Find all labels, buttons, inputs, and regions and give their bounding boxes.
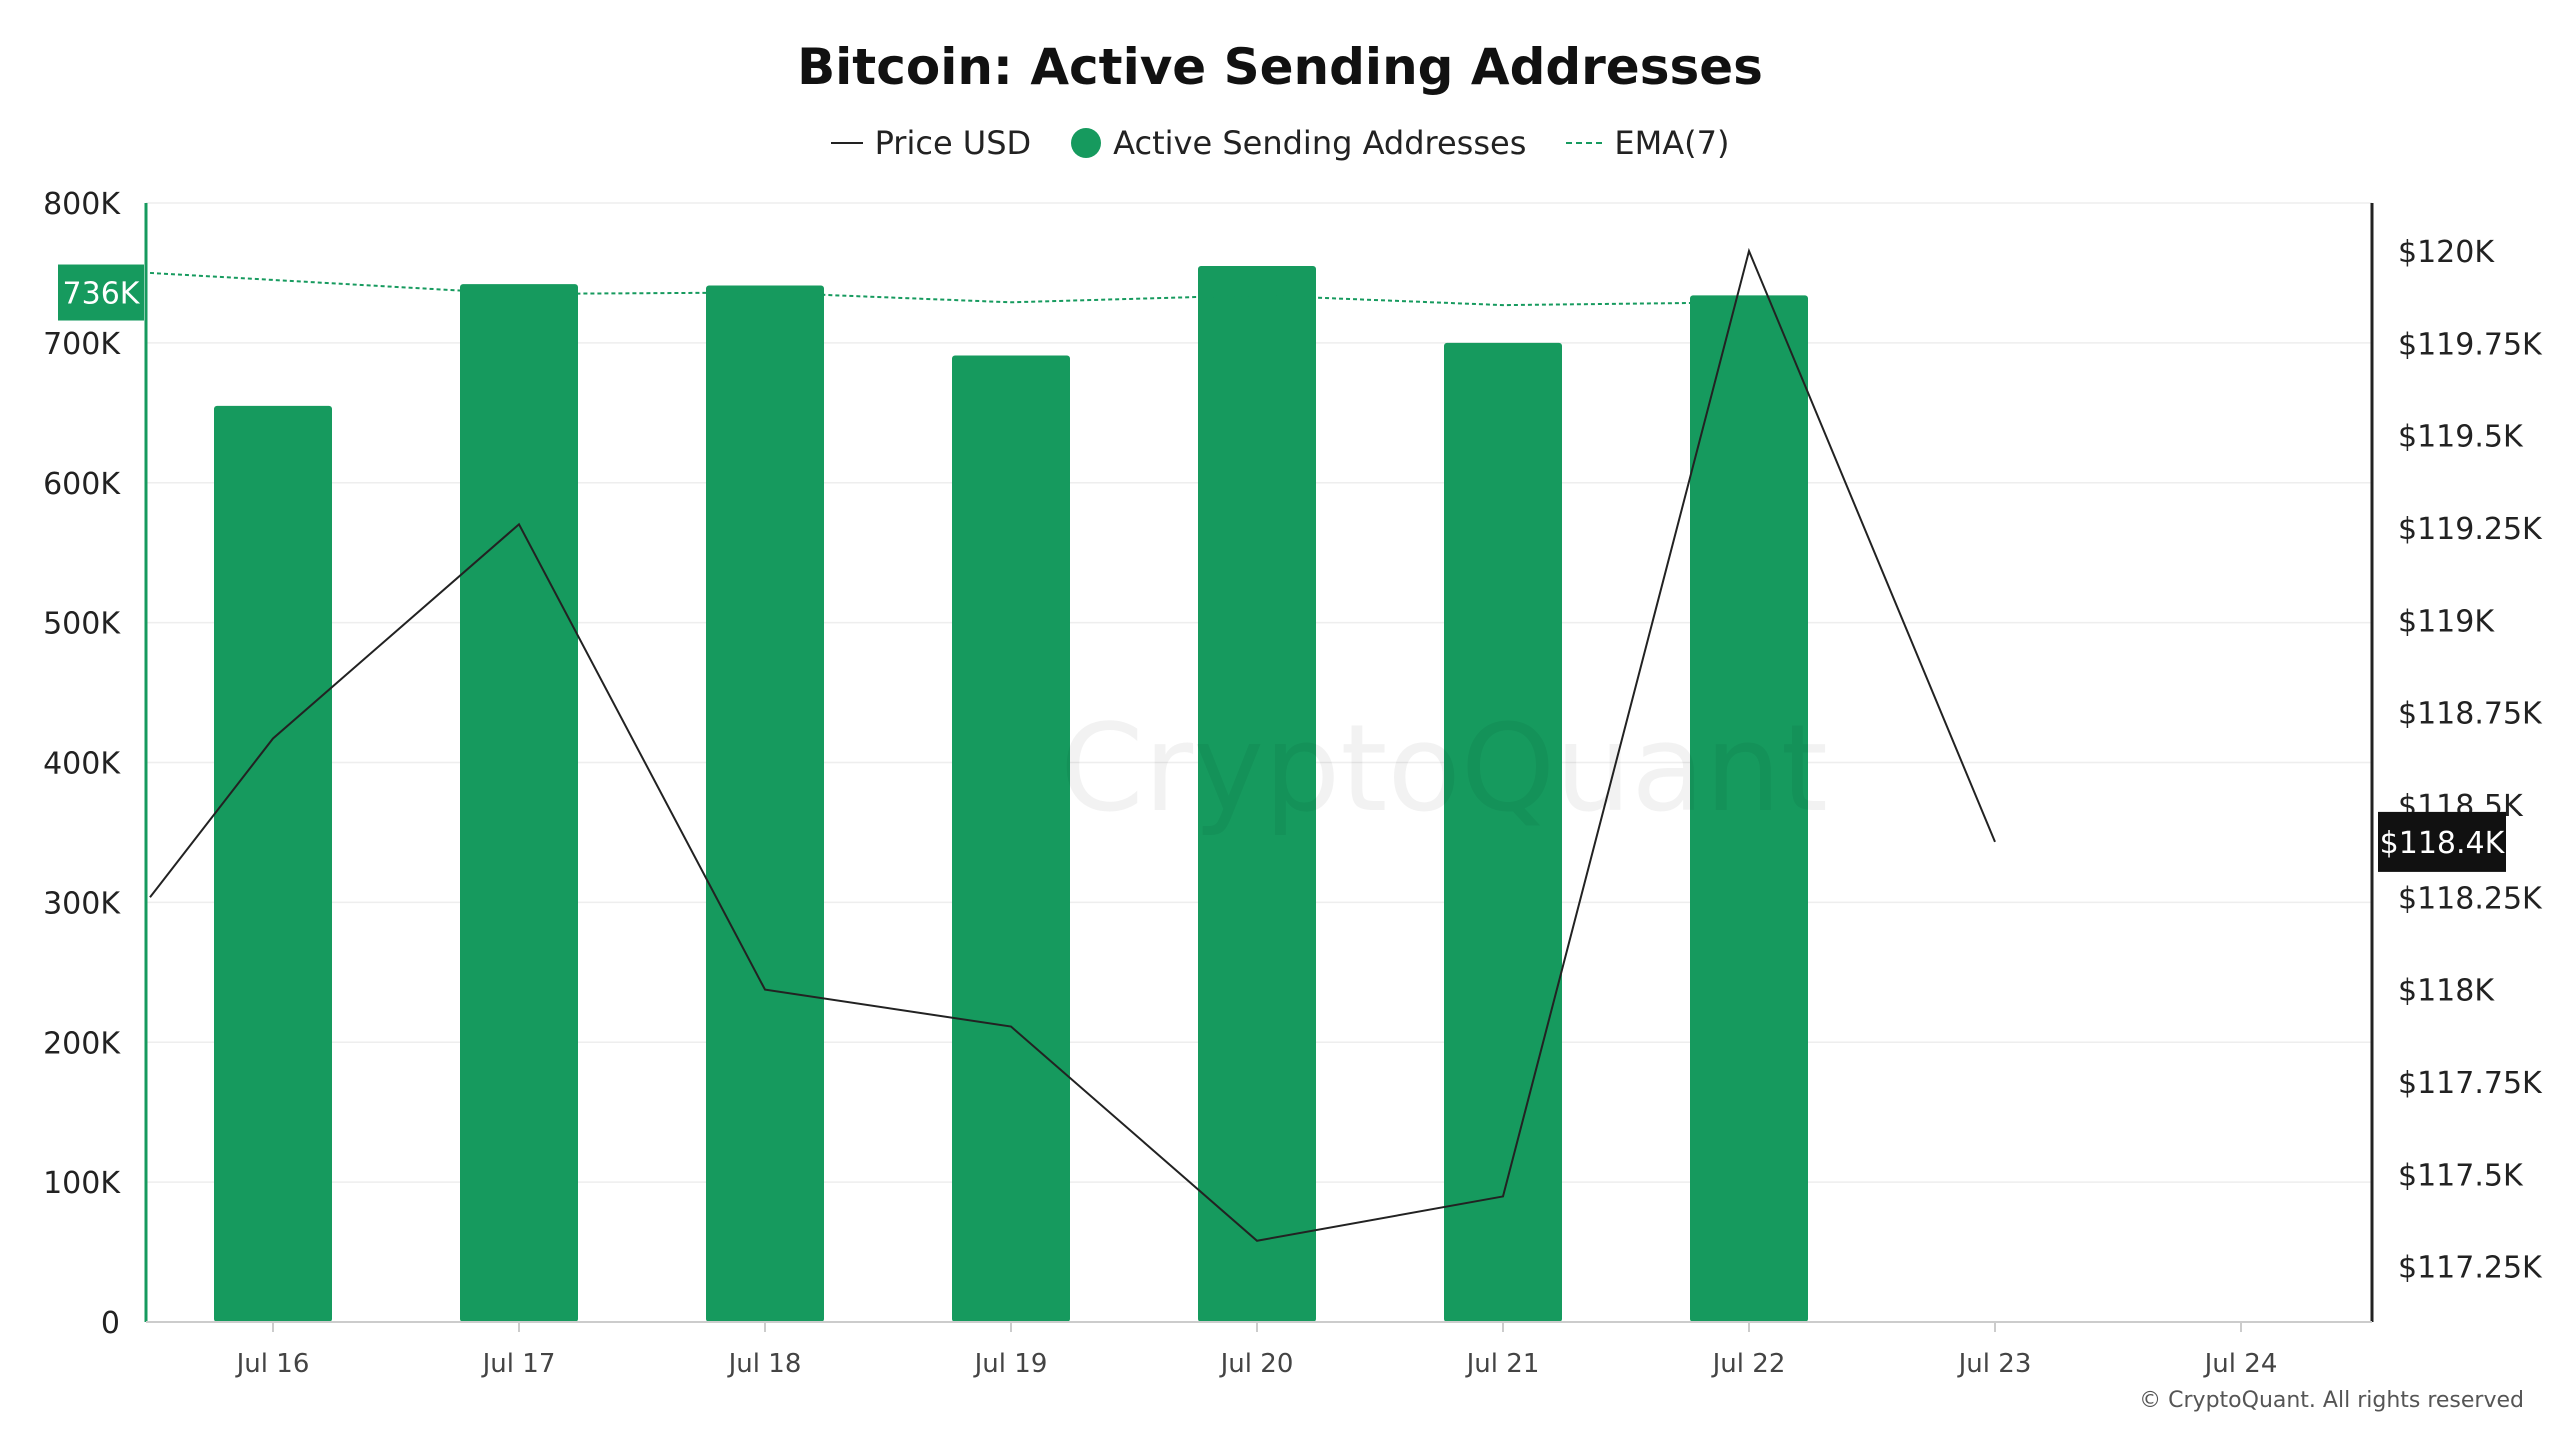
price-line — [149, 247, 1996, 1242]
right-tick-label: $117.75K — [2398, 1066, 2543, 1101]
right-tick-label: $118.75K — [2398, 697, 2543, 732]
left-tick-label: 400K — [43, 747, 121, 782]
right-tick-label: $117.25K — [2398, 1251, 2543, 1286]
ema-line — [149, 271, 1750, 307]
legend-dash-icon — [1566, 142, 1603, 144]
left-tick-label: 200K — [43, 1026, 121, 1061]
x-tick-label: Jul 23 — [1957, 1349, 2032, 1379]
copyright: © CryptoQuant. All rights reserved — [2139, 1388, 2524, 1413]
current-value-badge-left — [58, 264, 144, 321]
x-tick-label: Jul 20 — [1219, 1349, 1294, 1379]
current-value-label-left: 736K — [63, 277, 141, 312]
legend-label-price: Price USD — [874, 124, 1032, 162]
right-tick-label: $119.5K — [2398, 420, 2524, 455]
price-line-group — [149, 247, 1996, 1242]
x-tick-label: Jul 17 — [481, 1349, 556, 1379]
left-tick-label: 600K — [43, 467, 121, 502]
left-tick-label: 700K — [43, 327, 121, 362]
legend: Price USD Active Sending Addresses EMA(7… — [0, 124, 2560, 162]
x-tick-label: Jul 18 — [727, 1349, 802, 1379]
legend-label-bars: Active Sending Addresses — [1113, 124, 1527, 162]
tick-labels: 0 100K 200K 300K 400K 500K 600K 700K 800K $117.25… — [43, 187, 2543, 1379]
bar — [1690, 295, 1808, 1322]
bar — [460, 284, 578, 1323]
legend-label-ema: EMA(7) — [1614, 124, 1730, 162]
left-tick-label: 300K — [43, 886, 121, 921]
legend-line-icon — [830, 142, 863, 144]
x-tick-label: Jul 24 — [2203, 1349, 2278, 1379]
x-tick-label: Jul 19 — [973, 1349, 1048, 1379]
bar — [1198, 265, 1316, 1323]
current-value-badge-right — [2378, 811, 2506, 872]
left-tick-label: 100K — [43, 1166, 121, 1201]
watermark: CryptoQuant — [1060, 700, 1828, 839]
right-tick-label: $120K — [2398, 235, 2495, 270]
right-tick-label: $119.25K — [2398, 512, 2543, 547]
legend-dot-icon — [1071, 128, 1102, 158]
bar — [706, 285, 824, 1322]
x-tick-label: Jul 16 — [235, 1349, 310, 1379]
right-tick-label: $119K — [2398, 604, 2495, 639]
legend-item-bars[interactable]: Active Sending Addresses — [1071, 124, 1526, 162]
ema-line-group — [149, 271, 1750, 307]
right-tick-label: $117.5K — [2398, 1158, 2524, 1193]
right-tick-label: $118.25K — [2398, 881, 2543, 916]
legend-item-ema[interactable]: EMA(7) — [1566, 124, 1729, 162]
x-tick-label: Jul 22 — [1711, 1349, 1786, 1379]
right-tick-label: $118K — [2398, 974, 2495, 1009]
x-tick-label: Jul 21 — [1465, 1349, 1540, 1379]
bars — [214, 265, 1808, 1323]
left-tick-label: 800K — [43, 187, 121, 222]
left-tick-label: 500K — [43, 607, 121, 642]
current-value-label-right: $118.4K — [2380, 826, 2506, 861]
axes — [144, 203, 2374, 1332]
legend-item-price[interactable]: Price USD — [830, 124, 1032, 162]
bar — [214, 405, 332, 1323]
left-tick-label: 0 — [101, 1306, 120, 1341]
chart-title: Bitcoin: Active Sending Addresses — [797, 38, 1763, 96]
bar — [952, 355, 1070, 1322]
bar — [1444, 342, 1562, 1322]
right-tick-label: $119.75K — [2398, 327, 2543, 362]
